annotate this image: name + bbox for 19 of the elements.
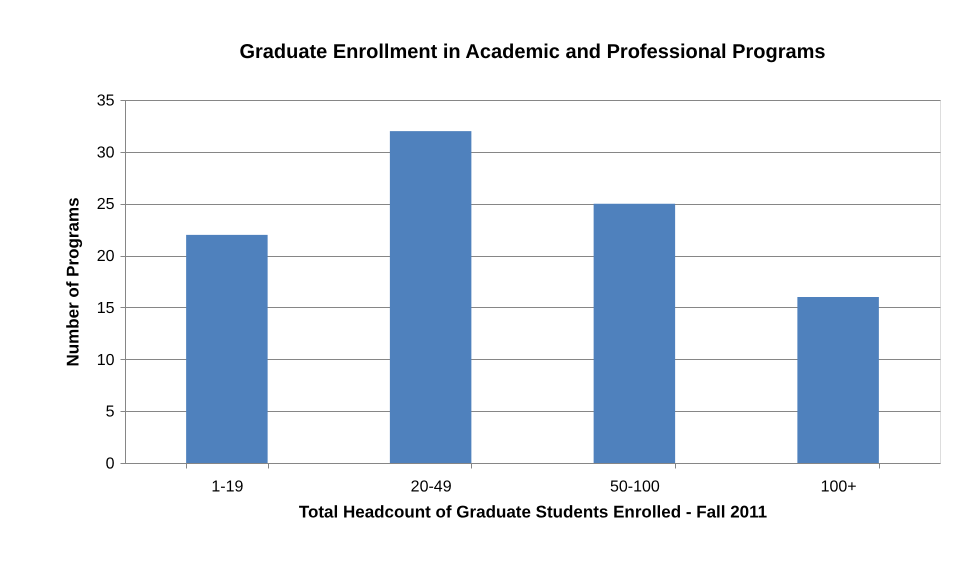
bar: [390, 131, 472, 463]
x-tick-label: 1-19: [211, 478, 244, 496]
bar: [797, 297, 879, 463]
bar: [594, 204, 676, 463]
x-tick-label: 20-49: [410, 478, 452, 496]
y-tick-label: 0: [106, 456, 115, 472]
chart-title: Graduate Enrollment in Academic and Professional Programs: [239, 41, 826, 63]
y-tick-label: 20: [96, 248, 115, 266]
x-tick-label: 100+: [820, 478, 857, 496]
x-tick-label: 50-100: [610, 478, 660, 496]
y-tick-label: 5: [106, 404, 115, 421]
y-tick-label: 15: [96, 300, 115, 317]
y-axis-title: Number of Programs: [64, 197, 83, 367]
y-tick-label: 30: [96, 144, 115, 162]
y-tick-label: 10: [96, 352, 115, 369]
x-axis-title: Total Headcount of Graduate Students Enrolled - Fall 2011: [298, 502, 768, 522]
bar: [186, 234, 268, 463]
y-tick-label: 25: [96, 196, 115, 214]
y-tick-label: 35: [96, 92, 115, 110]
